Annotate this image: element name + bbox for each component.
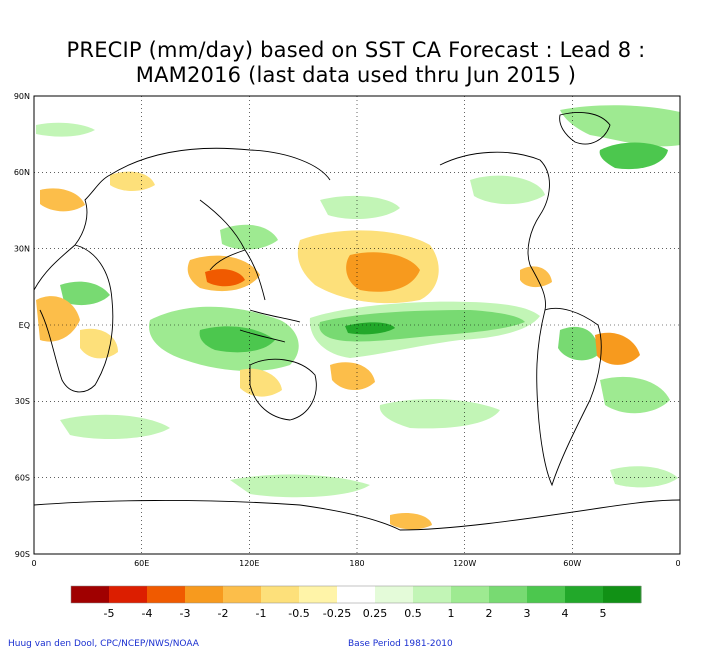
legend-label: 2 — [486, 607, 493, 620]
coastline-australia — [249, 358, 317, 421]
precip-anomaly-fields — [36, 105, 680, 530]
coastline-maritime — [239, 309, 301, 343]
dry-region-south-pacific — [330, 362, 375, 391]
legend-swatch — [147, 586, 186, 603]
lon-tick-6: 0 — [675, 559, 680, 568]
green-region-pacific-max — [345, 322, 395, 335]
dry-region-subtropical-pacific-core — [346, 252, 420, 292]
legend-label: -4 — [142, 607, 153, 620]
lat-tick-2: 30N — [14, 245, 30, 254]
dry-region-europe — [40, 188, 85, 212]
legend-swatch — [375, 586, 414, 603]
map-title-line-1: PRECIP (mm/day) based on SST CA Forecast… — [66, 38, 646, 62]
lon-tick-4: 120W — [453, 559, 476, 568]
dry-region-antarctic — [390, 513, 432, 530]
gridlines — [34, 96, 680, 554]
green-region-arctic — [560, 105, 680, 147]
legend-swatch — [71, 586, 110, 603]
legend-swatch — [489, 586, 528, 603]
green-region-north-pacific — [320, 195, 400, 220]
coastlines — [34, 112, 680, 531]
coastline-greenland — [559, 112, 611, 145]
legend-swatch — [565, 586, 604, 603]
legend-label: -3 — [180, 607, 191, 620]
green-region-south-pacific — [379, 398, 500, 429]
legend-swatch — [451, 586, 490, 603]
legend-label: -5 — [104, 607, 115, 620]
map-frame — [33, 95, 681, 555]
map-title-line-2: MAM2016 (last data used thru Jun 2015 ) — [135, 63, 577, 87]
lat-tick-5: 60S — [15, 474, 30, 483]
legend-swatch — [527, 586, 566, 603]
lon-tick-0: 0 — [31, 559, 36, 568]
dry-region-siberia — [110, 171, 155, 192]
coastline-north-america — [439, 151, 550, 311]
legend-swatch — [603, 586, 642, 603]
coastline-asia — [109, 147, 331, 301]
longitude-ticks: 0 60E 120E 180 120W 60W 0 — [31, 559, 680, 568]
green-region-east-asia — [220, 224, 278, 250]
legend-swatch — [299, 586, 338, 603]
lat-tick-6: 90S — [15, 550, 30, 559]
color-legend-labels: -5 -4 -3 -2 -1 -0.5 -0.25 0.25 0.5 1 2 3 4 5 — [104, 607, 607, 620]
legend-label: -0.25 — [323, 607, 351, 620]
green-region-south-america — [558, 326, 599, 361]
legend-swatch — [261, 586, 300, 603]
legend-label: 4 — [562, 607, 569, 620]
coastline-africa-europe — [34, 174, 114, 393]
green-region-south-indian — [60, 414, 170, 440]
latitude-ticks: 90N 60N 30N EQ 30S 60S 90S — [14, 92, 30, 559]
legend-swatch — [109, 586, 148, 603]
color-legend — [70, 585, 642, 604]
legend-label: 1 — [448, 607, 455, 620]
coastline-south-america — [536, 307, 602, 487]
legend-swatch — [223, 586, 262, 603]
lon-tick-2: 120E — [239, 559, 259, 568]
coastline-antarctica — [34, 499, 680, 531]
lon-tick-1: 60E — [134, 559, 149, 568]
dry-region-africa — [36, 296, 80, 342]
green-region-south-atlantic — [600, 376, 670, 414]
legend-swatch — [413, 586, 452, 603]
green-region-north-america — [470, 175, 545, 205]
lat-tick-3: EQ — [19, 321, 30, 330]
base-period-note: Base Period 1981-2010 — [348, 639, 453, 649]
legend-label: -0.5 — [288, 607, 309, 620]
dry-region-australia — [240, 368, 282, 397]
dry-region-indian-ocean — [80, 328, 118, 359]
lat-tick-0: 90N — [14, 92, 30, 101]
author-credit: Huug van den Dool, CPC/NCEP/NWS/NOAA — [8, 639, 199, 649]
green-region-southern-ocean — [230, 474, 370, 498]
dry-region-west-pacific-core — [205, 269, 245, 287]
legend-label: 3 — [524, 607, 531, 620]
lon-tick-3: 180 — [349, 559, 364, 568]
legend-border — [70, 585, 642, 604]
lon-tick-5: 60W — [563, 559, 581, 568]
green-region-maritime-core — [199, 326, 275, 353]
dry-region-amazon — [595, 332, 640, 365]
legend-label: 0.5 — [404, 607, 422, 620]
legend-swatch — [337, 586, 376, 603]
legend-label: -2 — [218, 607, 229, 620]
green-region-north-atlantic — [599, 142, 668, 170]
legend-label: -1 — [256, 607, 267, 620]
lat-tick-4: 30S — [15, 397, 30, 406]
lat-tick-1: 60N — [14, 168, 30, 177]
legend-label: 5 — [600, 607, 607, 620]
legend-label: 0.25 — [363, 607, 388, 620]
legend-swatch — [185, 586, 224, 603]
green-region-south-far-east — [610, 466, 678, 488]
green-region-africa-west — [60, 281, 110, 306]
green-region-north-europe — [36, 122, 95, 137]
